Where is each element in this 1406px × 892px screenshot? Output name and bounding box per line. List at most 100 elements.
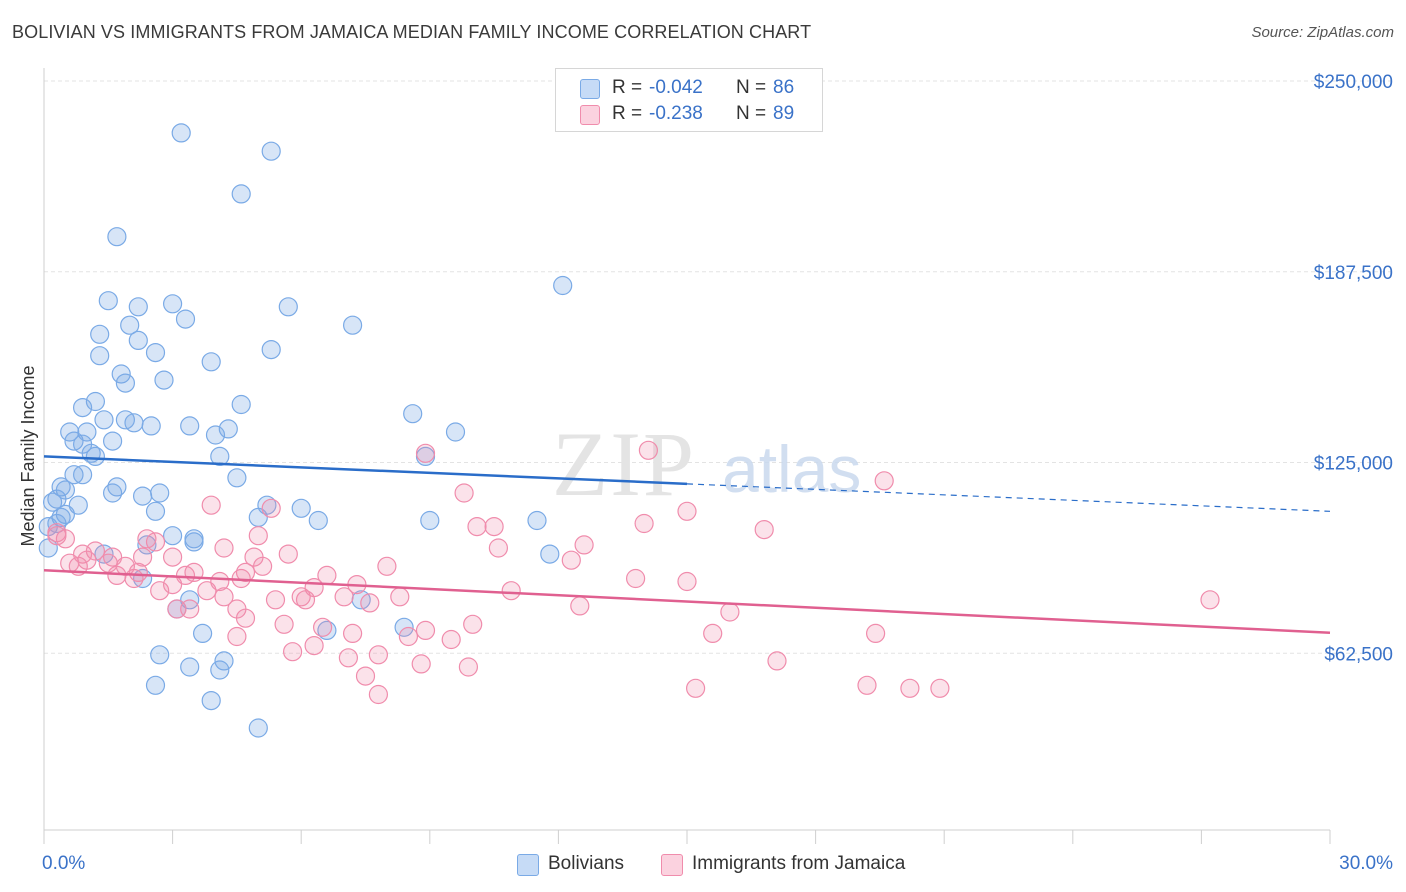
point-bolivians: [145, 501, 166, 521]
point-bolivians: [145, 343, 166, 363]
point-bolivians: [107, 227, 127, 247]
point-bolivians: [133, 486, 153, 506]
point-jamaica: [338, 648, 358, 668]
point-bolivians: [261, 340, 281, 360]
point-bolivians: [343, 315, 363, 335]
points-layer: [38, 123, 1220, 738]
labels-layer: $62,500 $125,000 $187,500 $250,000 0.0% 30.0%…: [18, 72, 1393, 874]
point-bolivians: [553, 275, 573, 296]
point-bolivians: [210, 446, 230, 466]
point-bolivians: [171, 123, 191, 143]
point-bolivians: [201, 352, 221, 372]
point-bolivians: [527, 510, 547, 531]
legend-swatch-pink: [580, 105, 600, 125]
point-jamaica: [930, 678, 950, 698]
point-jamaica: [857, 675, 877, 695]
point-jamaica: [107, 565, 127, 586]
point-jamaica: [398, 626, 418, 647]
legend-n-label: N =: [736, 77, 767, 98]
bottom-legend-label: Immigrants from Jamaica: [692, 853, 906, 874]
point-jamaica: [274, 614, 294, 634]
point-bolivians: [308, 510, 328, 531]
point-jamaica: [415, 443, 436, 463]
point-bolivians: [90, 346, 110, 366]
point-jamaica: [180, 599, 200, 619]
point-bolivians: [90, 324, 110, 344]
point-bolivians: [205, 425, 226, 445]
point-bolivians: [72, 465, 93, 485]
point-bolivians: [102, 483, 123, 503]
point-bolivians: [85, 446, 106, 466]
point-jamaica: [360, 593, 380, 613]
point-bolivians: [145, 675, 166, 695]
legend-r-label: R =: [612, 103, 643, 124]
point-jamaica: [334, 587, 354, 607]
point-bolivians: [184, 532, 204, 552]
x-tick-label: 30.0%: [1339, 853, 1393, 874]
point-jamaica: [227, 626, 247, 647]
point-bolivians: [193, 623, 213, 644]
point-jamaica: [133, 547, 153, 567]
point-jamaica: [625, 568, 646, 589]
point-jamaica: [454, 483, 474, 503]
point-jamaica: [767, 651, 787, 671]
point-bolivians: [394, 617, 414, 637]
point-jamaica: [235, 608, 256, 628]
y-axis-title: Median Family Income: [18, 365, 38, 546]
watermark: ZIP atlas: [552, 413, 861, 515]
point-jamaica: [458, 657, 478, 677]
y-tick-label: $125,000: [1314, 454, 1393, 475]
point-jamaica: [355, 666, 376, 686]
point-jamaica: [720, 602, 740, 622]
point-bolivians: [261, 141, 281, 161]
point-jamaica: [463, 614, 483, 634]
point-bolivians: [98, 291, 118, 311]
point-jamaica: [570, 596, 590, 616]
point-bolivians: [72, 398, 93, 418]
point-bolivians: [163, 526, 183, 546]
point-bolivians: [231, 394, 251, 415]
point-bolivians: [403, 404, 423, 424]
point-jamaica: [638, 440, 659, 460]
trendline-bolivians-extension: [686, 483, 1331, 512]
point-jamaica: [283, 642, 303, 662]
trendline-jamaica: [43, 568, 1331, 635]
point-bolivians: [175, 309, 196, 329]
point-jamaica: [343, 623, 363, 644]
point-bolivians: [420, 510, 440, 531]
point-jamaica: [201, 495, 221, 515]
x-tick-label: 0.0%: [42, 853, 85, 874]
point-jamaica: [210, 571, 230, 592]
point-jamaica: [874, 471, 894, 491]
point-jamaica: [677, 571, 697, 592]
legend-n-value: 89: [773, 103, 795, 124]
point-jamaica: [248, 526, 268, 546]
chart-title: BOLIVIAN VS IMMIGRANTS FROM JAMAICA MEDI…: [12, 22, 812, 42]
axes-layer: [43, 68, 1331, 844]
point-jamaica: [441, 629, 461, 650]
y-tick-label: $62,500: [1324, 644, 1393, 665]
point-bolivians: [115, 373, 136, 393]
bottom-legend-swatch-pink: [661, 854, 683, 876]
point-jamaica: [261, 498, 281, 518]
trend-layer: [43, 455, 1331, 635]
point-bolivians: [94, 410, 114, 430]
point-jamaica: [574, 535, 594, 555]
stats-legend: R = -0.042 N = 86 R = -0.238 N = 89: [555, 68, 823, 132]
point-jamaica: [900, 678, 920, 698]
legend-r-value: -0.042: [649, 77, 703, 98]
point-jamaica: [703, 623, 723, 644]
point-bolivians: [180, 416, 200, 436]
y-tick-label: $250,000: [1314, 72, 1393, 93]
legend-n-label: N =: [736, 103, 767, 124]
point-bolivians: [154, 370, 174, 390]
point-jamaica: [754, 519, 774, 540]
point-jamaica: [467, 516, 487, 537]
legend-n-value: 86: [773, 77, 795, 98]
point-jamaica: [685, 678, 706, 698]
point-bolivians: [227, 468, 247, 488]
point-jamaica: [197, 581, 217, 601]
point-bolivians: [201, 690, 221, 711]
point-bolivians: [150, 483, 170, 503]
